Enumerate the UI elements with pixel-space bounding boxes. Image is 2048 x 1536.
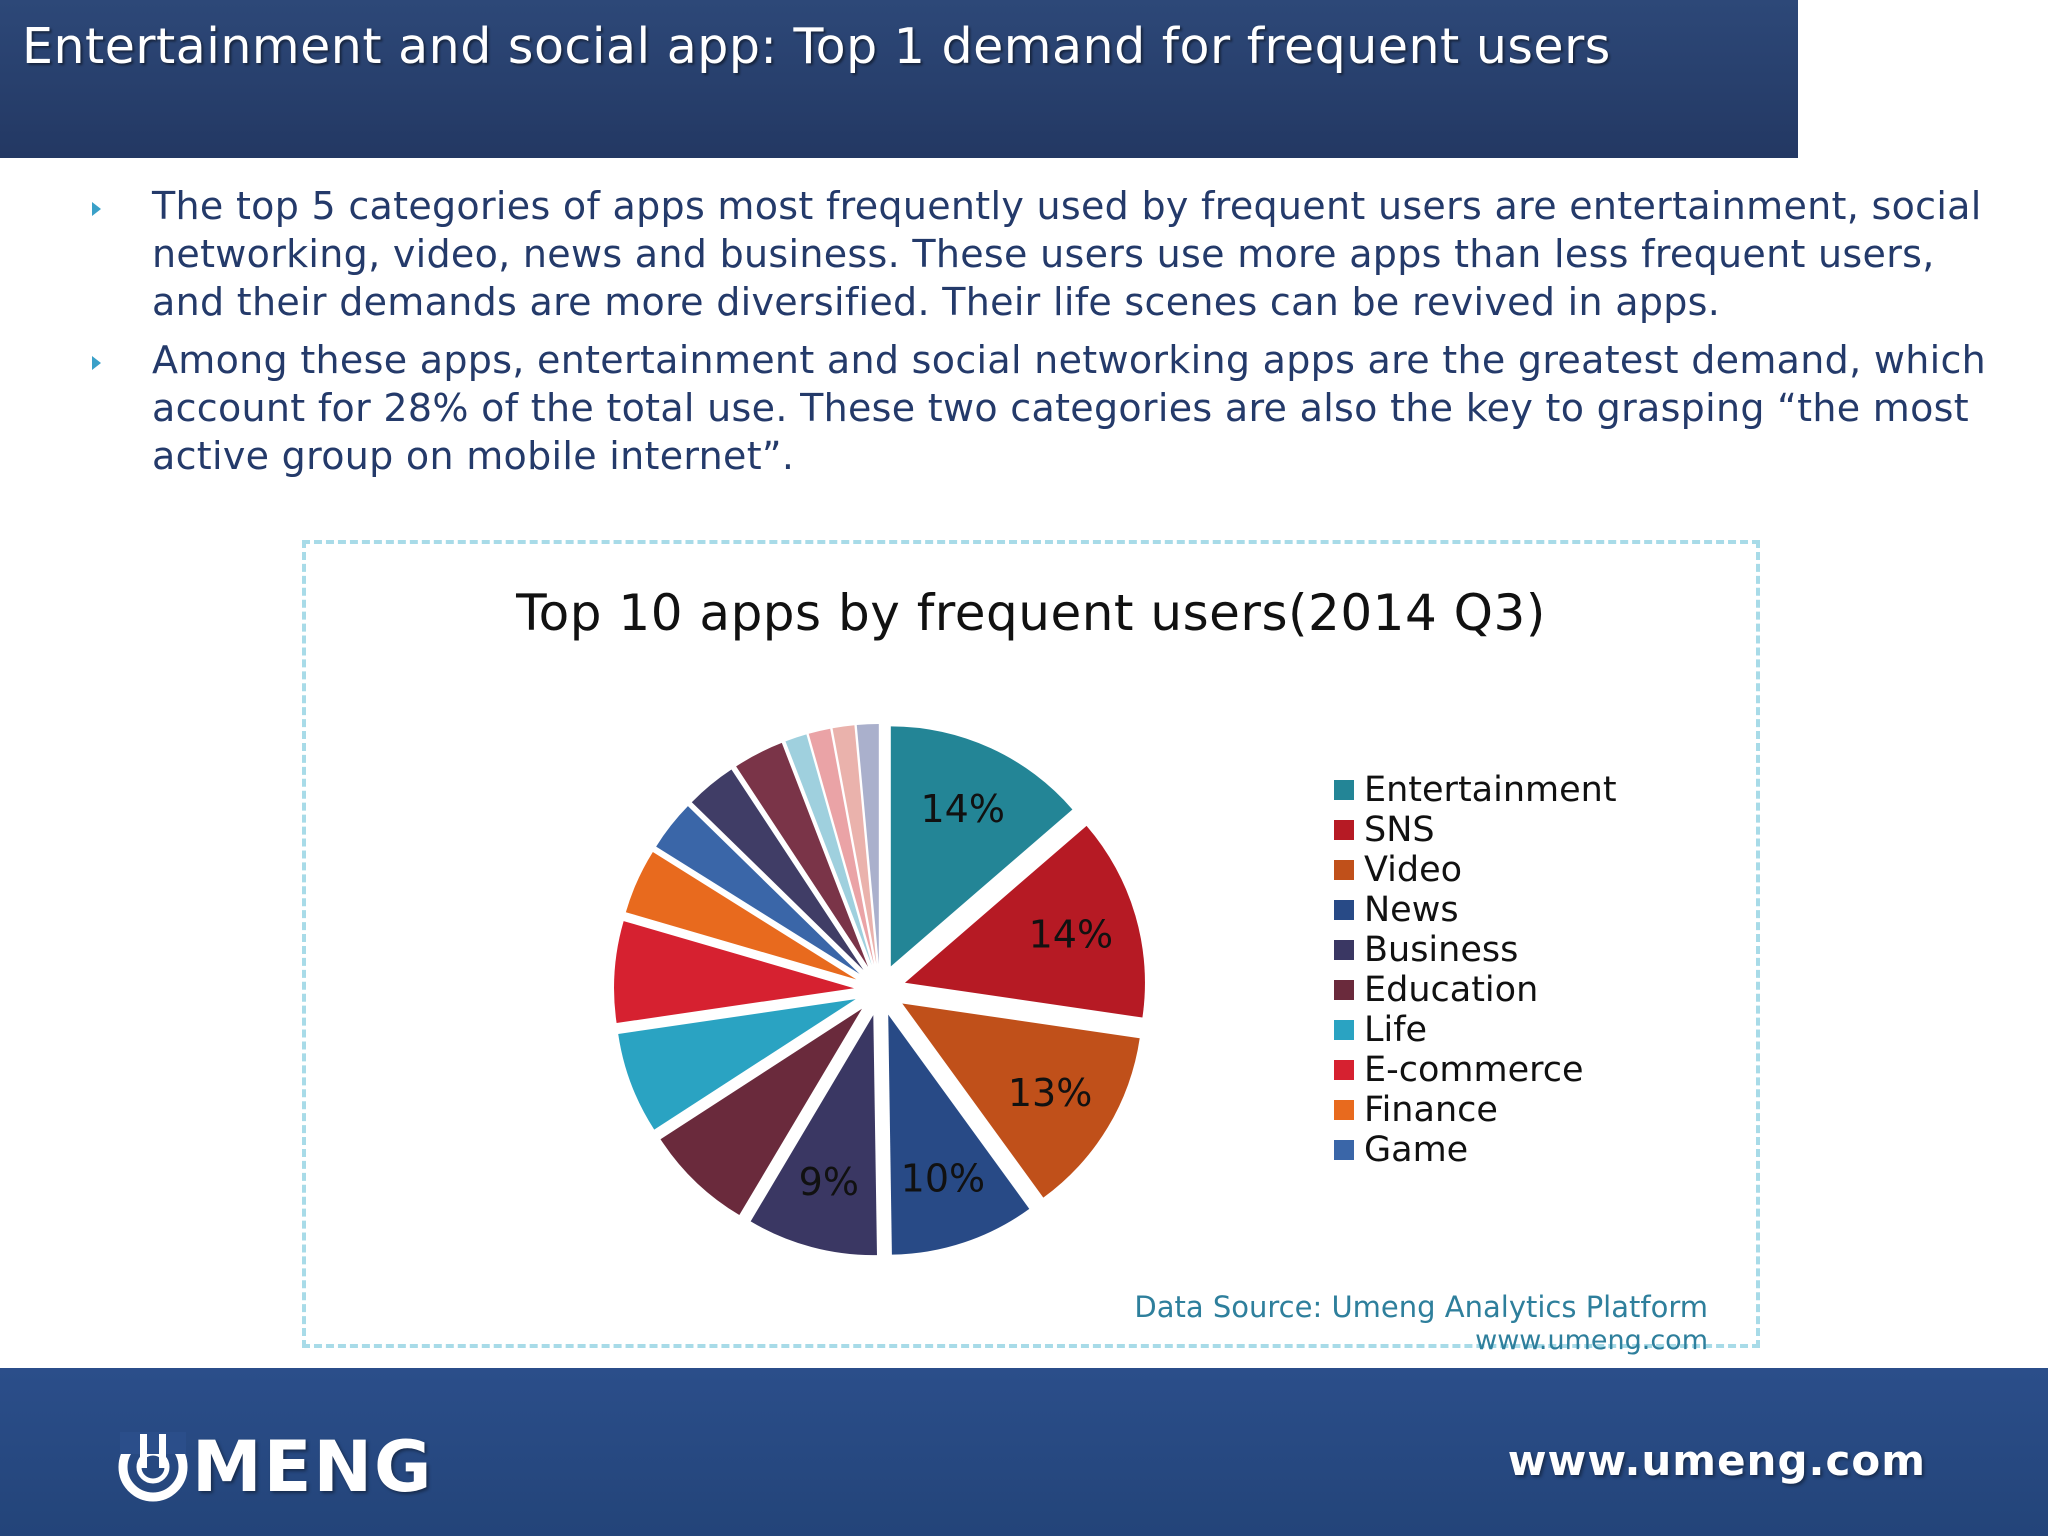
bullet-text: Among these apps, entertainment and soci… — [152, 338, 1987, 478]
page-title: Entertainment and social app: Top 1 dema… — [22, 18, 1611, 75]
pie-slice-other-15 — [856, 724, 879, 965]
data-source-url: www.umeng.com — [1475, 1325, 1708, 1356]
legend-label: Business — [1364, 930, 1519, 970]
bullet-text: The top 5 categories of apps most freque… — [152, 184, 1982, 324]
legend-swatch — [1334, 1020, 1354, 1040]
footer-bar: MENG www.umeng.com — [0, 1368, 2048, 1536]
legend-swatch — [1334, 1100, 1354, 1120]
chart-frame — [302, 540, 1760, 1348]
legend-label: SNS — [1364, 810, 1435, 850]
bullet-item: Among these apps, entertainment and soci… — [90, 336, 1990, 480]
pie-data-label: 10% — [901, 1157, 985, 1201]
bullet-arrow-icon — [92, 202, 101, 216]
pie-slice-other-14 — [832, 725, 877, 965]
pie-slice-game — [656, 806, 860, 974]
legend-item: Life — [1334, 1010, 1617, 1050]
legend-label: Entertainment — [1364, 770, 1617, 810]
logo-text: MENG — [192, 1426, 434, 1508]
legend-item: Education — [1334, 970, 1617, 1010]
pie-slice-other-11 — [736, 742, 869, 967]
legend-item: Game — [1334, 1130, 1617, 1170]
pie-slice-other-13 — [808, 728, 875, 965]
pie-slice-e-commerce — [614, 921, 855, 1024]
pie-chart: 14% 14% 13% 10% 9% — [614, 724, 1145, 1256]
pie-slice-other-12 — [785, 734, 872, 966]
chart-legend: Entertainment SNS Video News Business Educati… — [1334, 770, 1617, 1170]
pie-slice-other-10 — [691, 769, 864, 970]
legend-label: Video — [1364, 850, 1463, 890]
pie-slice-education — [660, 1008, 862, 1216]
legend-label: Life — [1364, 1010, 1428, 1050]
legend-swatch — [1334, 820, 1354, 840]
legend-item: News — [1334, 890, 1617, 930]
footer-url: www.umeng.com — [1507, 1436, 1926, 1485]
legend-item: SNS — [1334, 810, 1617, 850]
legend-label: News — [1364, 890, 1459, 930]
legend-swatch — [1334, 780, 1354, 800]
legend-swatch — [1334, 860, 1354, 880]
legend-label: E-commerce — [1364, 1050, 1584, 1090]
pie-slice-business — [750, 1015, 877, 1256]
legend-item: Entertainment — [1334, 770, 1617, 810]
pie-slice-life — [618, 999, 856, 1130]
legend-item: E-commerce — [1334, 1050, 1617, 1090]
pie-data-label: 14% — [1029, 912, 1113, 956]
chart-title: Top 10 apps by frequent users(2014 Q3) — [516, 584, 1546, 642]
legend-item: Finance — [1334, 1090, 1617, 1130]
umeng-logo: MENG — [118, 1426, 434, 1508]
legend-item: Video — [1334, 850, 1617, 890]
legend-swatch — [1334, 1140, 1354, 1160]
legend-swatch — [1334, 940, 1354, 960]
data-source: Data Source: Umeng Analytics Platform ww… — [1134, 1290, 1708, 1358]
bullet-item: The top 5 categories of apps most freque… — [90, 182, 1990, 326]
pie-data-label: 13% — [1008, 1071, 1092, 1115]
legend-swatch — [1334, 1060, 1354, 1080]
pie-slice-news — [888, 1014, 1030, 1255]
pie-data-label: 14% — [920, 787, 1004, 831]
title-bar: Entertainment and social app: Top 1 dema… — [0, 0, 1798, 158]
pie-data-label: 9% — [799, 1160, 859, 1204]
bullet-list: The top 5 categories of apps most freque… — [90, 182, 1990, 490]
legend-swatch — [1334, 980, 1354, 1000]
legend-item: Business — [1334, 930, 1617, 970]
pie-slice-video — [902, 1003, 1140, 1198]
pie-slice-sns — [904, 825, 1145, 1018]
legend-label: Finance — [1364, 1090, 1498, 1130]
pie-slice-entertainment — [890, 726, 1073, 967]
bullet-arrow-icon — [92, 356, 101, 370]
umeng-logo-icon — [118, 1432, 188, 1502]
legend-swatch — [1334, 900, 1354, 920]
legend-label: Education — [1364, 970, 1539, 1010]
data-source-text: Data Source: Umeng Analytics Platform — [1134, 1290, 1708, 1324]
pie-slice-finance — [625, 852, 857, 980]
legend-label: Game — [1364, 1130, 1469, 1170]
